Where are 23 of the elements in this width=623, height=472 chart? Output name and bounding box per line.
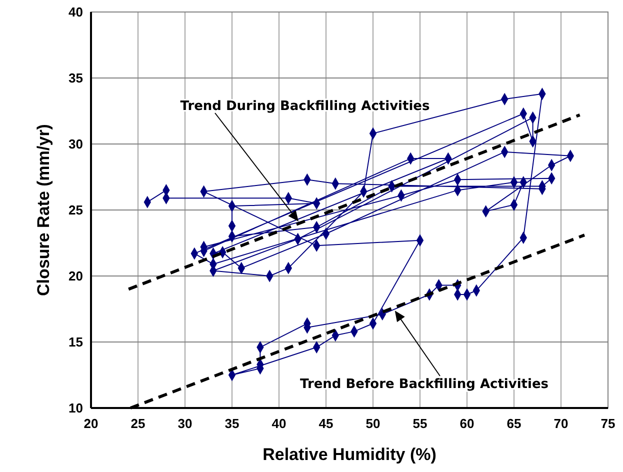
x-tick-label: 60 — [460, 416, 474, 431]
y-tick-label: 30 — [68, 136, 83, 152]
x-tick-label: 25 — [130, 416, 146, 431]
y-tick-label: 35 — [68, 70, 83, 86]
annotation: Trend Before Backfilling Activities — [300, 377, 549, 392]
y-tick-label: 40 — [68, 4, 83, 20]
x-tick-label: 20 — [84, 416, 98, 431]
y-tick-label: 25 — [68, 202, 83, 218]
x-tick-label: 45 — [318, 416, 334, 431]
x-tick-label: 65 — [506, 416, 522, 431]
x-tick-label: 35 — [224, 416, 240, 431]
y-axis-title: Closure Rate (mm/yr) — [34, 124, 53, 296]
y-tick-label: 10 — [68, 400, 83, 416]
y-tick-label: 15 — [68, 334, 83, 350]
x-tick-label: 30 — [178, 416, 192, 431]
y-tick-label: 20 — [68, 268, 83, 284]
x-tick-label: 50 — [366, 416, 380, 431]
x-tick-label: 70 — [554, 416, 568, 431]
x-axis-title: Relative Humidity (%) — [262, 445, 436, 464]
x-tick-label: 40 — [272, 416, 286, 431]
annotation: Trend During Backfilling Activities — [180, 99, 430, 114]
x-tick-label: 55 — [412, 416, 428, 431]
x-tick-label: 75 — [600, 416, 616, 431]
